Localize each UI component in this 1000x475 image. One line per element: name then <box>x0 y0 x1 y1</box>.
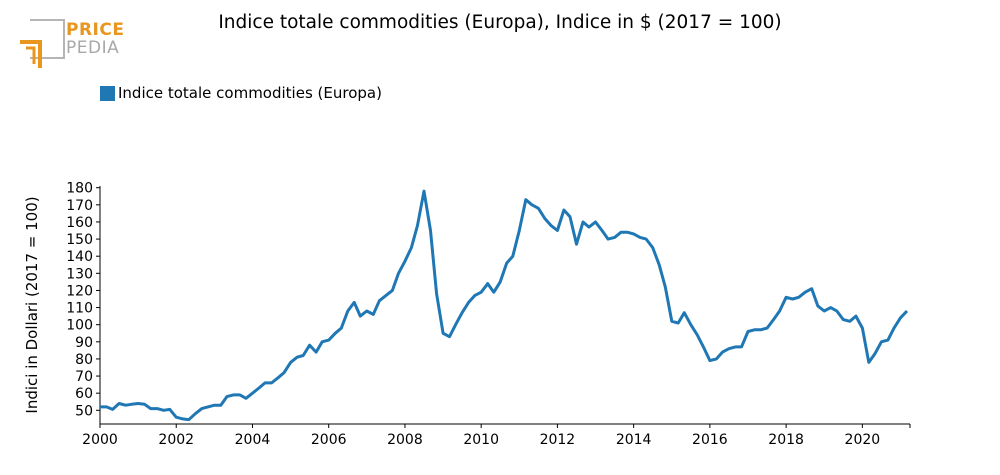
legend-swatch <box>100 85 115 101</box>
y-axis-label: Indici in Dollari (2017 = 100) <box>23 196 41 413</box>
y-tick-label: 180 <box>66 181 93 197</box>
pricepedia-logo-mark-icon <box>20 19 65 68</box>
y-tick-label: 70 <box>75 369 93 385</box>
y-tick-label: 80 <box>75 352 93 368</box>
y-tick-label: 150 <box>66 232 93 248</box>
x-tick-label: 2012 <box>540 432 576 448</box>
y-tick-label: 120 <box>66 283 93 299</box>
x-tick-label: 2016 <box>692 432 728 448</box>
y-tick-label: 140 <box>66 249 93 265</box>
logo-pedia-text: PEDIA <box>66 38 120 58</box>
y-tick-label: 160 <box>66 215 93 231</box>
y-tick-label: 100 <box>66 318 93 334</box>
pricepedia-logo: PRICE PEDIA <box>18 18 128 70</box>
y-tick-label: 60 <box>75 386 93 402</box>
chart-title: Indice totale commodities (Europa), Indi… <box>218 12 782 33</box>
y-tick-label: 130 <box>66 266 93 282</box>
y-tick-label: 110 <box>66 301 93 317</box>
x-axis: 2000 2002 2004 2006 2008 2010 2012 2014 2016 2018… <box>82 423 911 448</box>
x-tick-label: 2004 <box>235 432 271 448</box>
y-tick-label: 50 <box>75 403 93 419</box>
y-tick-label: 90 <box>75 335 93 351</box>
x-tick-label: 2000 <box>82 432 118 448</box>
series-layer <box>100 189 909 422</box>
x-tick-label: 2020 <box>845 432 881 448</box>
legend-label: Indice totale commodities (Europa) <box>118 84 382 102</box>
logo-price-text: PRICE <box>66 20 125 40</box>
x-tick-label: 2010 <box>463 432 499 448</box>
series-line <box>100 189 909 422</box>
x-tick-label: 2018 <box>768 432 804 448</box>
x-tick-label: 2008 <box>387 432 423 448</box>
x-tick-label: 2002 <box>158 432 194 448</box>
y-tick-label: 170 <box>66 198 93 214</box>
x-tick-label: 2006 <box>311 432 347 448</box>
x-tick-label: 2014 <box>616 432 652 448</box>
chart-legend: Indice totale commodities (Europa) <box>100 84 382 102</box>
